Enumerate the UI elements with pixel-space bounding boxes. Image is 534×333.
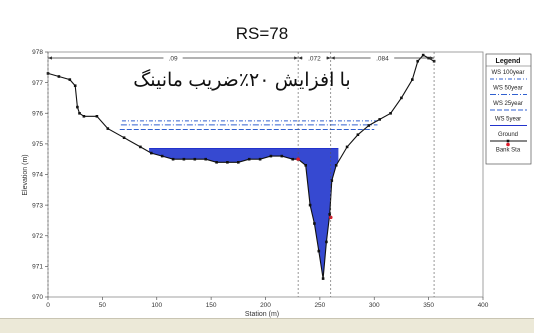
ground-point <box>237 161 240 164</box>
legend-entry-label: WS 100year <box>491 70 524 76</box>
manning-arrow <box>294 56 299 60</box>
legend-entry-label: WS 50year <box>493 86 523 92</box>
ground-point <box>304 164 307 167</box>
ground-point <box>171 157 175 161</box>
ground-point <box>345 145 349 149</box>
y-tick-label: 977 <box>32 80 43 87</box>
ground-point <box>78 112 81 115</box>
ground-point <box>421 53 425 57</box>
ground-point <box>328 213 331 216</box>
ground-point <box>226 161 229 164</box>
ground-point <box>280 154 284 158</box>
x-tick-label: 0 <box>46 302 50 309</box>
x-tick-label: 350 <box>423 302 434 309</box>
manning-n-label: .072 <box>308 55 321 62</box>
x-tick-label: 300 <box>369 302 380 309</box>
water-fill-ws-5year <box>149 148 339 279</box>
legend-point-swatch <box>506 139 510 143</box>
ground-point <box>95 115 99 118</box>
y-tick-label: 972 <box>32 233 43 240</box>
ground-point <box>400 96 403 100</box>
y-tick-label: 976 <box>32 110 43 117</box>
ground-point <box>68 78 72 81</box>
ground-line <box>47 54 435 279</box>
ground-point <box>330 179 334 182</box>
manning-arrow <box>326 56 331 60</box>
legend-entry-label: WS 5year <box>495 117 521 123</box>
y-tick-label: 970 <box>32 294 43 301</box>
ground-point <box>150 151 153 155</box>
legend-title: Legend <box>496 58 521 65</box>
ground-point <box>57 75 61 78</box>
bank-station-point <box>296 157 300 161</box>
status-bar <box>0 318 534 333</box>
ground-point <box>182 157 186 161</box>
ground-point <box>308 203 312 207</box>
ground-point <box>291 157 294 161</box>
legend-dot-swatch <box>506 142 510 147</box>
manning-arrow <box>298 56 303 60</box>
ground-point <box>317 249 321 253</box>
ground-point <box>378 118 381 121</box>
ground-point <box>334 164 338 167</box>
ground-point <box>325 240 328 244</box>
ground-point <box>122 136 126 139</box>
y-axis-label: Elevation (m) <box>22 154 29 195</box>
ground-point <box>215 161 218 164</box>
y-tick-label: 971 <box>32 264 43 271</box>
y-tick-label: 975 <box>32 141 43 148</box>
manning-n-label: .09 <box>169 55 178 62</box>
x-tick-label: 250 <box>314 302 325 309</box>
manning-arrow <box>48 56 52 60</box>
legend-entry-label: WS 25year <box>493 101 523 107</box>
x-tick-label: 200 <box>260 302 271 309</box>
y-tick-label: 973 <box>32 202 43 209</box>
manning-arrow <box>330 56 335 60</box>
chart-title: RS=78 <box>236 24 288 43</box>
x-axis-label: Station (m) <box>245 311 279 318</box>
x-tick-label: 150 <box>206 302 217 309</box>
legend: Legend WS 100year WS 50year WS 25year WS 5y… <box>485 53 532 165</box>
annotation-label: با افزایش ۲۰٪ضریب مانینگ <box>133 68 350 91</box>
ground-point <box>313 222 316 225</box>
ground-point <box>193 157 197 161</box>
manning-n-label: .084 <box>376 55 389 62</box>
ground-point <box>321 277 325 280</box>
ground-point <box>82 115 86 118</box>
x-tick-label: 400 <box>478 302 489 309</box>
ground-point <box>367 124 371 127</box>
x-tick-label: 50 <box>99 302 107 309</box>
ground-point <box>389 112 392 115</box>
x-tick-label: 100 <box>151 302 162 309</box>
ground-point <box>258 157 262 161</box>
manning-arrow <box>430 56 435 60</box>
y-tick-label: 974 <box>32 172 43 179</box>
ground-point <box>247 157 251 161</box>
ground-point <box>160 154 164 158</box>
ground-point <box>356 133 360 136</box>
ground-point <box>204 157 207 161</box>
ground-point <box>106 127 110 130</box>
legend-entry-label: Bank Sta <box>496 148 521 154</box>
ground-point <box>416 59 419 63</box>
ground-point <box>76 105 79 109</box>
legend-entry-label: Ground <box>498 132 518 138</box>
ground-point <box>139 145 142 149</box>
ground-point <box>411 78 414 81</box>
ground-point <box>73 84 77 87</box>
y-tick-label: 978 <box>32 49 43 56</box>
ground-point <box>269 154 273 158</box>
plot-area <box>47 51 484 298</box>
